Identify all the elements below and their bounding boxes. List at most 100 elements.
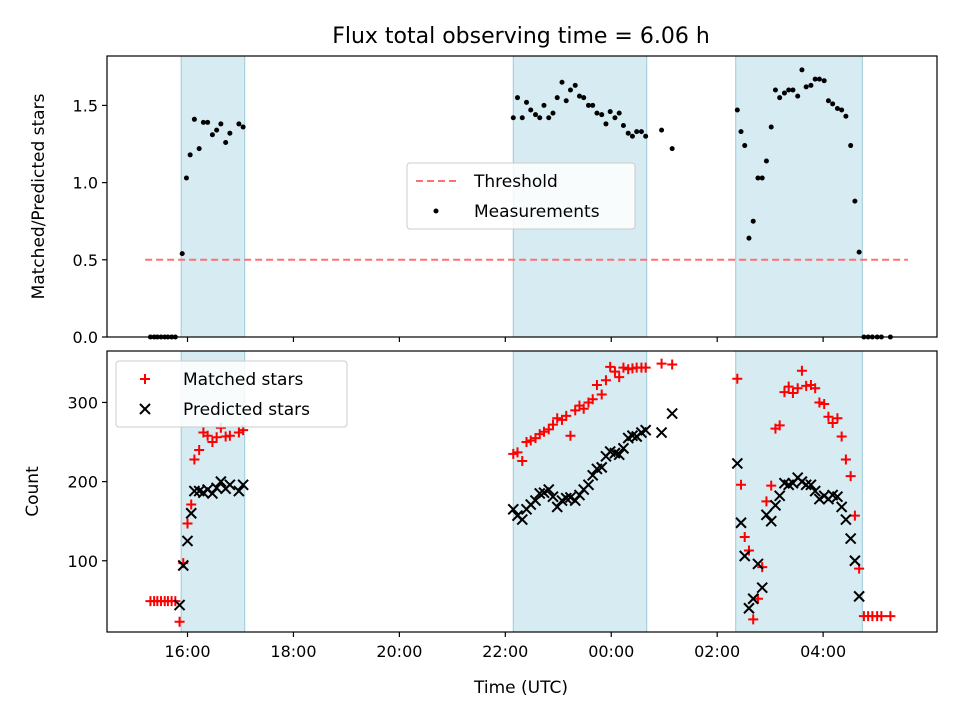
matched-star-point: [202, 430, 213, 441]
predicted-star-point: [849, 555, 861, 567]
matched-star-point: [182, 518, 193, 529]
axes-frame: [106, 350, 938, 633]
measurement-point: [808, 82, 814, 88]
predicted-star-point: [233, 485, 245, 497]
matched-star-point: [792, 383, 803, 394]
legend-matched-swatch: [140, 374, 150, 384]
predicted-star-point: [756, 581, 768, 594]
y-tick-label: 0.0: [73, 328, 98, 347]
predicted-star-point: [210, 482, 223, 494]
matched-star-point: [779, 387, 790, 398]
measurement-point: [763, 158, 769, 164]
measurement-point: [634, 129, 640, 135]
matched-star-point: [640, 362, 651, 373]
measurement-point: [599, 112, 605, 118]
count-panel: 100 200 300 16:00 18:00 20:00 22:00 00:00 02:00 0…: [23, 350, 938, 661]
matched-star-point: [832, 413, 843, 424]
measurement-point: [563, 98, 569, 104]
x-tick-label: 20:00: [376, 642, 422, 661]
measurement-point: [196, 146, 202, 152]
predicted-star-point: [809, 485, 821, 497]
y-axis-label: Count: [23, 466, 43, 517]
legend: Threshold Measurements: [406, 162, 636, 230]
matched-star-point: [796, 365, 807, 376]
measurement-point: [590, 102, 596, 108]
predicted-star-point: [666, 407, 678, 420]
matched-star-point: [189, 454, 200, 465]
measurement-point: [533, 112, 539, 118]
measurement-point: [755, 175, 761, 181]
predicted-star-point: [596, 461, 608, 474]
observing-window-band: [512, 350, 648, 633]
predicted-star-point: [769, 499, 782, 512]
measurement-point: [659, 127, 665, 133]
matched-star-point: [600, 375, 611, 386]
measurement-point: [223, 139, 229, 145]
measurement-point: [825, 98, 831, 104]
measurement-point: [839, 107, 845, 113]
measurement-point: [746, 235, 752, 241]
predicted-star-point: [507, 503, 519, 516]
measurement-point: [830, 101, 836, 107]
measurement-point: [843, 113, 849, 119]
matched-star-point: [194, 444, 205, 455]
predicted-star-point: [731, 457, 744, 470]
measurement-point: [519, 115, 525, 121]
measurement-point: [812, 76, 818, 82]
predicted-star-point: [516, 513, 528, 526]
predicted-star-point: [224, 479, 236, 491]
predicted-star-point: [853, 590, 865, 603]
measurement-point: [625, 130, 631, 136]
predicted-star-point: [617, 442, 630, 455]
measurement-point: [524, 99, 530, 105]
observing-window-band: [180, 55, 246, 338]
measurement-point: [738, 129, 744, 135]
matched-star-point: [823, 411, 834, 422]
measurement-point: [554, 95, 560, 101]
measurement-point: [572, 82, 578, 88]
matched-star-point: [552, 413, 563, 424]
legend-box: [406, 162, 636, 230]
predicted-star-point: [626, 429, 639, 442]
measurement-point: [795, 93, 801, 99]
matched-star-point: [876, 611, 887, 622]
matched-star-point: [752, 593, 763, 604]
matched-star-point: [547, 419, 558, 430]
y-tick-label: 0.5: [73, 251, 98, 270]
measurement-point: [669, 146, 675, 152]
predicted-star-point: [181, 535, 194, 547]
x-tick-label: 16:00: [164, 642, 210, 661]
y-tick-label: 100: [67, 552, 98, 571]
legend-measurement-swatch: [433, 208, 439, 214]
measurement-point: [612, 115, 618, 121]
measurement-point: [742, 143, 748, 149]
legend-label: Measurements: [474, 202, 600, 222]
measurement-point: [236, 121, 242, 127]
predicted-star-point: [237, 479, 249, 491]
measurement-point: [616, 110, 622, 116]
measurement-point: [576, 93, 582, 99]
predicted-star-point: [765, 515, 777, 527]
measurement-point: [510, 115, 516, 121]
measurement-point: [205, 119, 211, 125]
legend-predicted-swatch: [139, 403, 151, 415]
matched-star-point: [587, 394, 598, 405]
matched-star-point: [174, 616, 185, 627]
measurement-point: [607, 109, 613, 115]
measurement-point: [781, 90, 787, 96]
legend-box: [115, 360, 348, 428]
matched-star-point: [211, 432, 222, 443]
measurement-point: [816, 76, 822, 82]
predicted-star-point: [752, 558, 764, 570]
measurement-point: [541, 102, 547, 108]
matched-star-point: [656, 358, 667, 369]
matched-star-point: [774, 420, 785, 431]
matched-star-point: [836, 431, 847, 442]
x-tick-label: 18:00: [270, 642, 316, 661]
measurement-point: [594, 110, 600, 116]
measurement-point: [768, 124, 774, 130]
measurement-point: [218, 121, 224, 127]
figure-title: Flux total observing time = 6.06 h: [332, 24, 710, 49]
predicted-star-point: [639, 424, 652, 436]
